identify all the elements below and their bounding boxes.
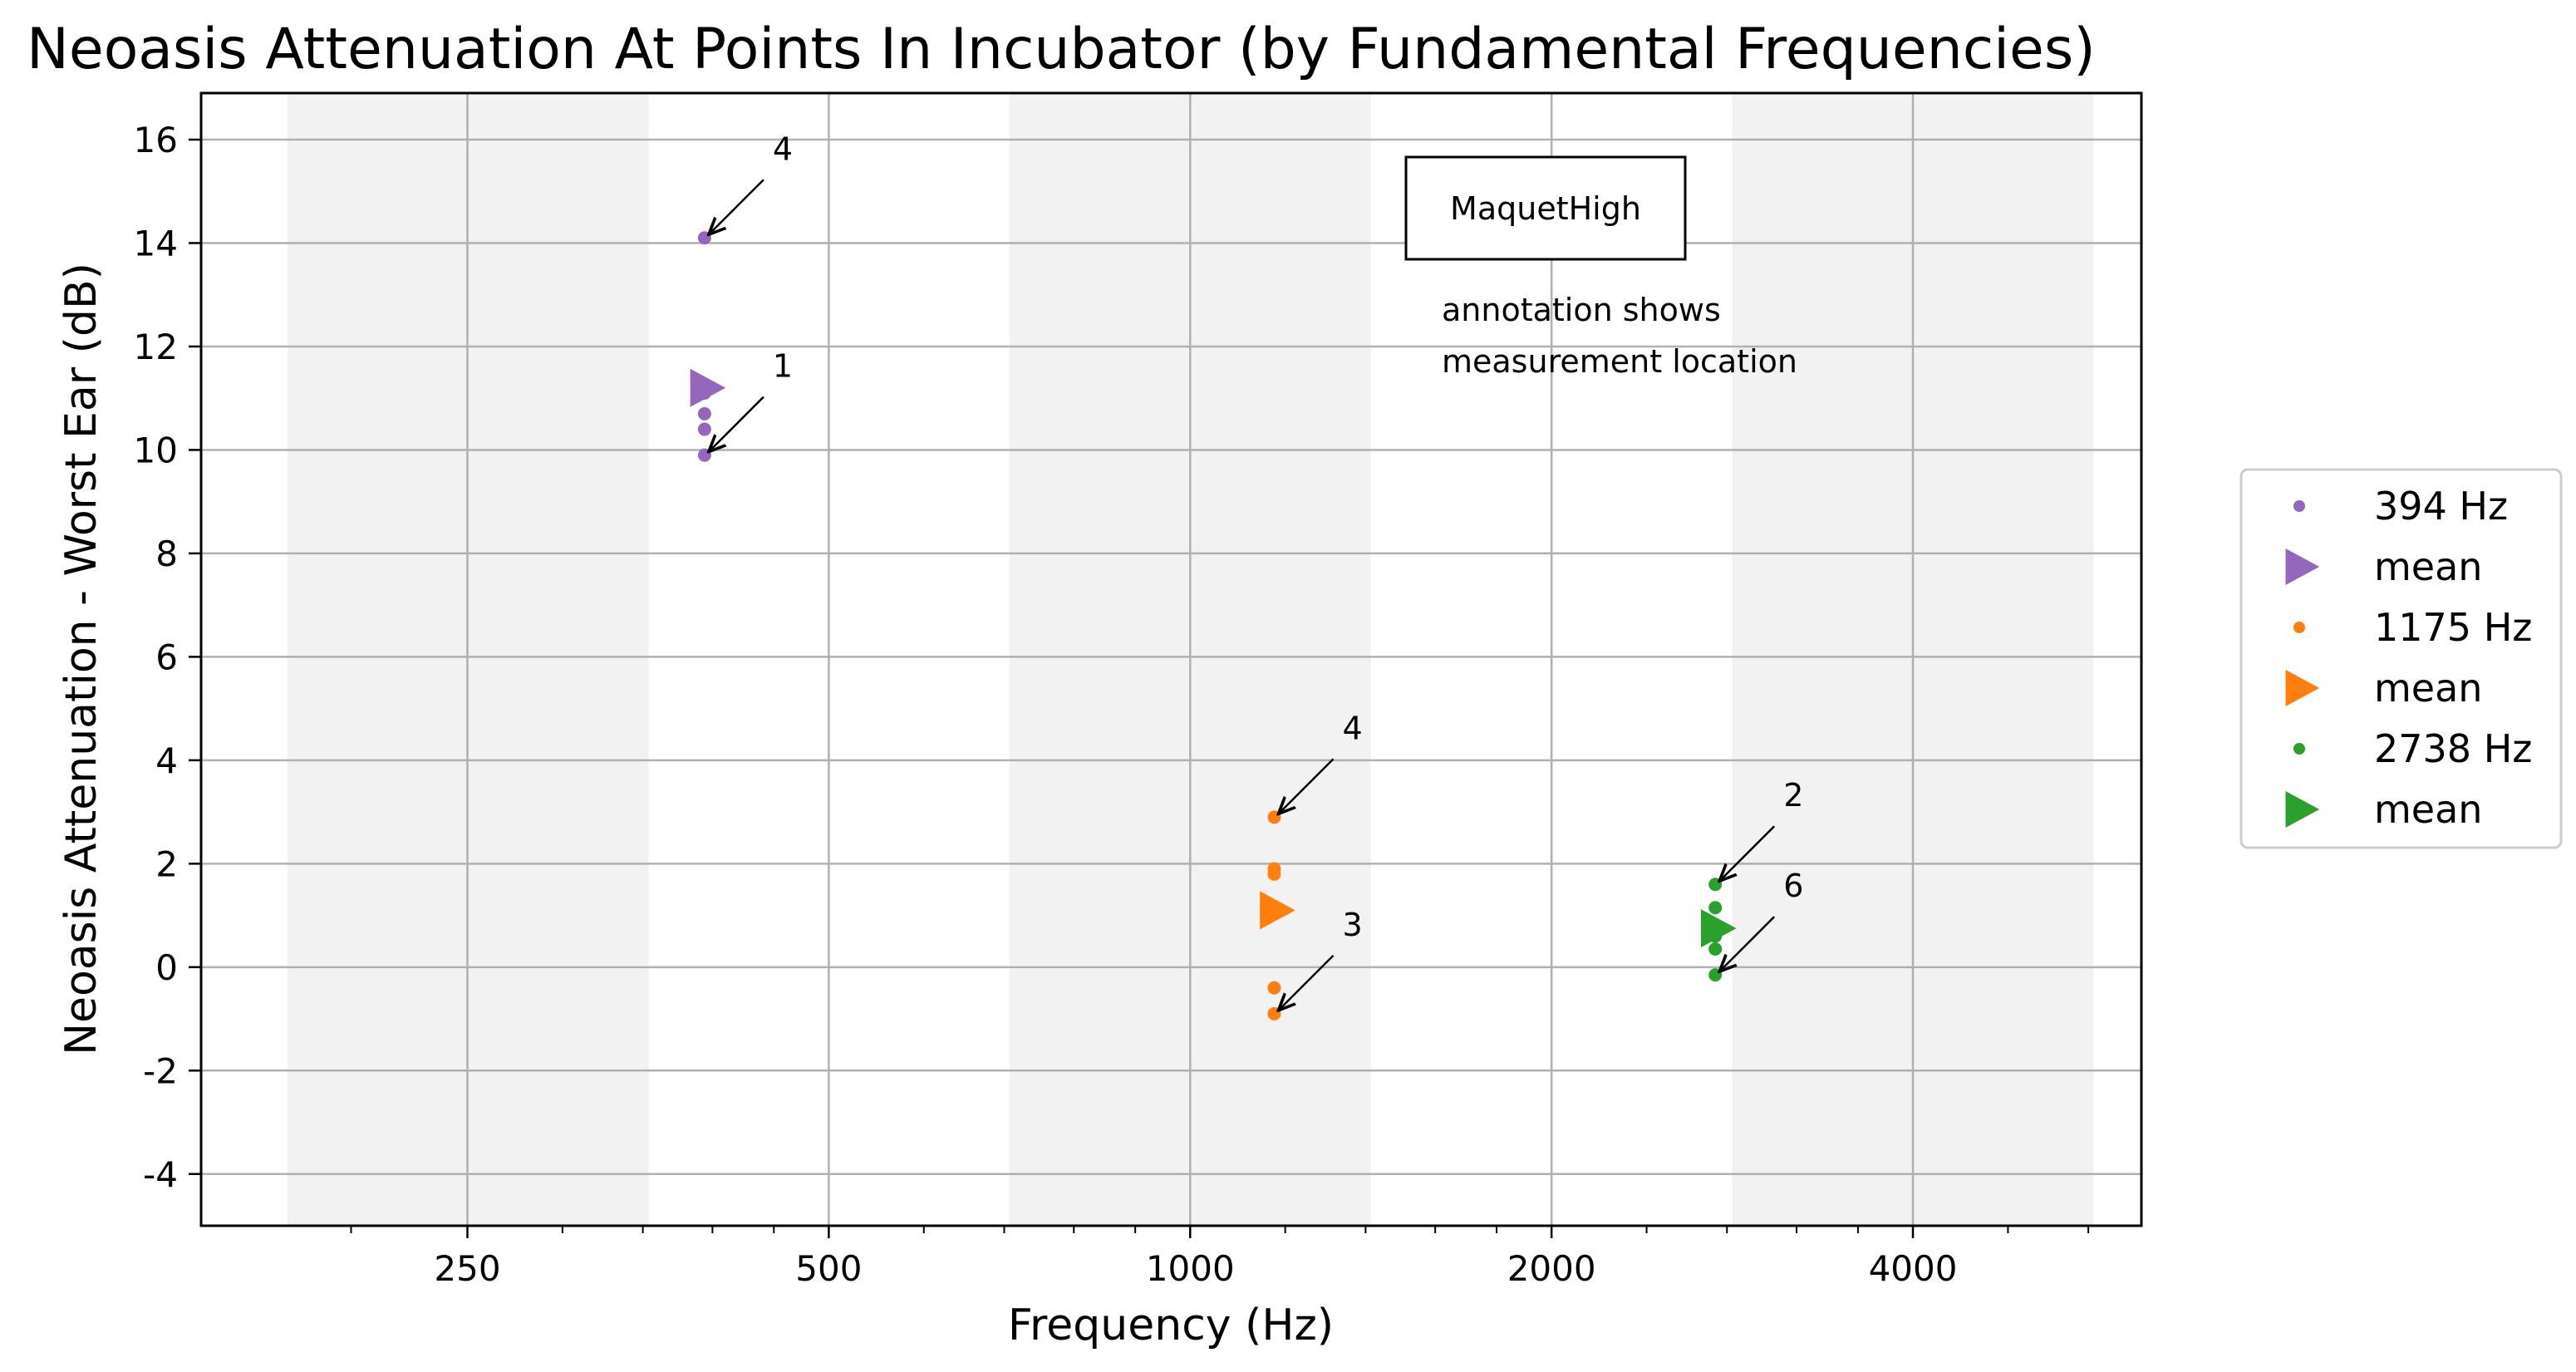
info-box: MaquetHigh <box>1404 155 1687 261</box>
annotation-label-4: 2 <box>1783 777 1803 814</box>
legend-label-series1: 1175 Hz <box>2374 605 2532 650</box>
legend-mean-marker-series0 <box>2285 548 2320 585</box>
annotation-label-2: 4 <box>1342 710 1362 746</box>
y-tick-label-1: -2 <box>143 1050 178 1091</box>
x-tick-label-2: 1000 <box>1146 1248 1235 1289</box>
annotation-arrow-5 <box>1719 916 1776 971</box>
note-line-1: annotation shows <box>1442 292 1721 328</box>
info-box-frame <box>1404 155 1687 261</box>
point-series1-3 <box>1267 981 1281 995</box>
legend-dot-series2 <box>2293 743 2305 755</box>
y-tick-label-10: 16 <box>134 120 178 160</box>
point-series0-2 <box>697 406 711 420</box>
y-tick-label-2: 0 <box>155 947 178 988</box>
legend-frame <box>2239 468 2563 849</box>
point-series2-1 <box>1708 901 1723 915</box>
info-box-label: MaquetHigh <box>1450 190 1641 227</box>
mean-marker-series0 <box>690 368 726 407</box>
note-line-2: measurement location <box>1442 343 1797 380</box>
y-axis-label: Neoasis Attenuation - Worst Ear (dB) <box>57 263 106 1055</box>
annotation-label-1: 1 <box>773 348 793 385</box>
x-axis-ticks: 250 500 1000 2000 4000 <box>434 1226 1957 1289</box>
legend-label-series2: 2738 Hz <box>2374 726 2532 771</box>
y-tick-label-3: 2 <box>155 843 178 884</box>
legend-items: 394 Hz mean 1175 Hz mean 2738 Hz mean <box>2285 484 2532 832</box>
y-tick-label-4: 4 <box>155 740 178 781</box>
grid-lines <box>201 93 2141 1226</box>
legend-dot-series1 <box>2293 622 2305 633</box>
legend-label-series0: 394 Hz <box>2374 484 2508 529</box>
legend-dot-series0 <box>2293 500 2305 512</box>
legend: 394 Hz mean 1175 Hz mean 2738 Hz mean <box>2239 468 2563 849</box>
y-tick-label-7: 10 <box>134 430 178 470</box>
x-minor-ticks <box>350 1226 2090 1233</box>
annotation-arrow-0 <box>709 179 764 234</box>
x-axis-label: Frequency (Hz) <box>1008 1301 1334 1350</box>
y-tick-label-9: 14 <box>134 223 178 263</box>
y-tick-label-0: -4 <box>143 1154 178 1195</box>
mean-marker-series1 <box>1260 891 1295 930</box>
legend-mean-marker-series1 <box>2285 670 2320 706</box>
annotation-arrow-2 <box>1278 758 1335 814</box>
annotation-arrow-1 <box>709 396 764 452</box>
mean-marker-series2 <box>1700 909 1737 948</box>
chart-title: Neoasis Attenuation At Points In Incubat… <box>27 17 2096 82</box>
y-tick-label-8: 12 <box>134 327 178 367</box>
point-series2-3 <box>1708 942 1723 956</box>
annotation-label-3: 3 <box>1342 907 1362 943</box>
x-tick-label-3: 2000 <box>1507 1248 1596 1289</box>
legend-mean-marker-series2 <box>2285 791 2320 828</box>
annotation-label-5: 6 <box>1783 868 1803 904</box>
y-axis-ticks: -4 -2 0 2 4 6 8 10 12 14 16 <box>134 120 201 1195</box>
y-tick-label-6: 8 <box>155 534 178 574</box>
legend-mean-label-series2: mean <box>2374 787 2482 832</box>
annotation-label-0: 4 <box>773 130 793 167</box>
annotation-arrow-3 <box>1278 954 1335 1011</box>
plot-frame <box>199 91 2143 1227</box>
legend-mean-label-series1: mean <box>2374 666 2482 711</box>
y-tick-label-5: 6 <box>155 637 178 677</box>
point-series0-3 <box>697 422 711 436</box>
annotations: 4 1 4 3 2 6 <box>709 130 1803 1011</box>
legend-mean-label-series0: mean <box>2374 544 2482 589</box>
x-tick-label-4: 4000 <box>1869 1248 1958 1289</box>
annotation-arrow-4 <box>1719 825 1776 881</box>
x-tick-label-1: 500 <box>795 1248 862 1289</box>
x-tick-label-0: 250 <box>434 1248 500 1289</box>
point-series1-2 <box>1267 867 1281 881</box>
